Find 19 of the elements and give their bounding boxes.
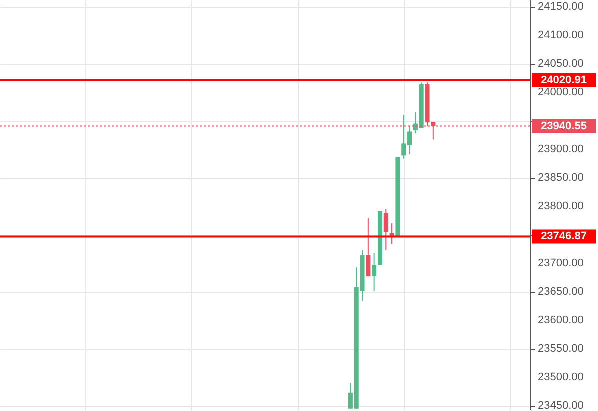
ref-line-label: 23940.55 — [541, 120, 587, 132]
candlestick — [384, 208, 388, 251]
ref-line-label: 24020.91 — [541, 74, 587, 86]
y-tick-label: 24100.00 — [538, 29, 584, 42]
y-tick-label: 23450.00 — [538, 400, 584, 411]
candlestick — [372, 252, 377, 292]
y-tick-label: 23900.00 — [538, 143, 584, 156]
y-tick-label: 23600.00 — [538, 314, 584, 326]
y-tick-label: 23550.00 — [538, 342, 584, 355]
candlestick — [366, 218, 371, 278]
y-tick-label: 23850.00 — [538, 172, 584, 184]
y-tick-label: 23500.00 — [538, 371, 584, 384]
y-tick-label: 24050.00 — [538, 58, 584, 70]
y-tick-label: 24150.00 — [538, 0, 584, 13]
y-tick-label: 23700.00 — [538, 257, 584, 270]
ref-line-label: 23746.87 — [541, 230, 587, 243]
y-tick-label: 23800.00 — [538, 200, 584, 212]
y-tick-label: 24000.00 — [538, 86, 584, 98]
y-tick-label: 23650.00 — [538, 286, 584, 298]
